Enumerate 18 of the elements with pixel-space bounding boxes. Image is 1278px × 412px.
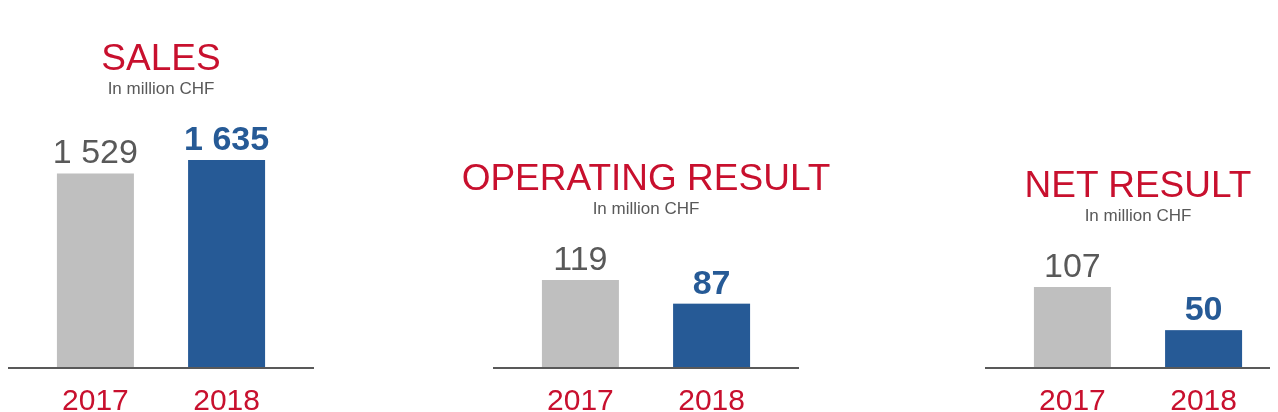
chart-subtitle: In million CHF: [1084, 206, 1192, 225]
chart-title: NET RESULT: [1024, 164, 1252, 205]
data-label: 1 635: [184, 119, 270, 157]
data-label: 50: [1184, 289, 1223, 328]
chart-title: OPERATING RESULT: [461, 157, 831, 198]
data-label: 87: [692, 262, 731, 301]
x-tick-label: 2017: [62, 383, 129, 412]
data-label: 107: [1044, 246, 1101, 284]
x-tick-label: 2017: [1039, 383, 1106, 412]
x-tick-label: 2018: [1170, 383, 1237, 412]
chart-subtitle: In million CHF: [107, 79, 215, 98]
chart-title: SALES: [101, 37, 221, 78]
data-label: 1 529: [52, 132, 138, 171]
data-label: 119: [553, 239, 608, 277]
chart-subtitle: In million CHF: [592, 199, 700, 218]
x-tick-label: 2018: [678, 383, 745, 412]
x-tick-label: 2018: [193, 383, 260, 412]
x-tick-label: 2017: [547, 383, 614, 412]
